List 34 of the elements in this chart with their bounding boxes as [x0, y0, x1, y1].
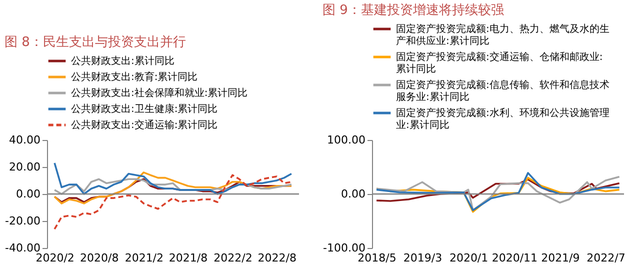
line-series [54, 174, 292, 230]
legend-label: 固定资产投资完成额:信息传输、软件和信息技术服务业:累计同比 [396, 79, 610, 103]
y-tick-label: -40.00 [5, 242, 40, 254]
chart-title: 图 8：民生支出与投资支出并行 [4, 35, 186, 50]
y-tick-label: 20.00 [9, 160, 40, 174]
x-tick-label: 2022/7 [586, 252, 626, 264]
line-series [54, 162, 292, 195]
chart-title: 图 9：基建投资增速将持续较强 [322, 3, 504, 18]
x-tick-label: 2020/11 [492, 252, 538, 264]
y-tick-label: -100.00 [323, 242, 366, 254]
y-tick-label: 0.00 [16, 188, 40, 200]
x-tick-label: 2020/8 [80, 252, 119, 264]
x-tick-label: 2021/8 [168, 252, 208, 264]
y-tick-label: -20.00 [5, 214, 40, 228]
legend-label: 固定资产投资完成额:电力、热力、燃气及水的生产和供应业:累计同比 [396, 23, 610, 47]
x-tick-label: 2019/3 [403, 252, 442, 264]
legend-label: 公共财政支出:交通运输:累计同比 [71, 119, 218, 131]
x-tick-label: 2022/8 [258, 252, 296, 264]
x-tick-label: 2018/5 [358, 252, 396, 264]
line-series [54, 172, 292, 204]
legend-label: 公共财政支出:教育:累计同比 [71, 71, 198, 83]
y-tick-label: 0.00 [341, 188, 366, 200]
x-tick-label: 2020/2 [36, 252, 74, 264]
x-tick-label: 2021/2 [124, 252, 164, 264]
y-tick-label: 40.00 [9, 134, 40, 146]
y-tick-label: 100.00 [327, 134, 366, 146]
legend-label: 固定资产投资完成额:交通运输、仓储和邮政业:累计同比 [396, 51, 603, 75]
legend-label: 公共财政支出:卫生健康:累计同比 [71, 103, 218, 115]
legend-label: 固定资产投资完成额:水利、环境和公共设施管理业:累计同比 [396, 107, 610, 131]
legend-label: 公共财政支出:社会保障和就业:累计同比 [71, 87, 248, 99]
x-tick-label: 2020/1 [449, 252, 488, 264]
legend-label: 公共财政支出:累计同比 [71, 55, 174, 67]
x-tick-label: 2022/2 [214, 252, 252, 264]
x-tick-label: 2021/9 [541, 252, 580, 264]
